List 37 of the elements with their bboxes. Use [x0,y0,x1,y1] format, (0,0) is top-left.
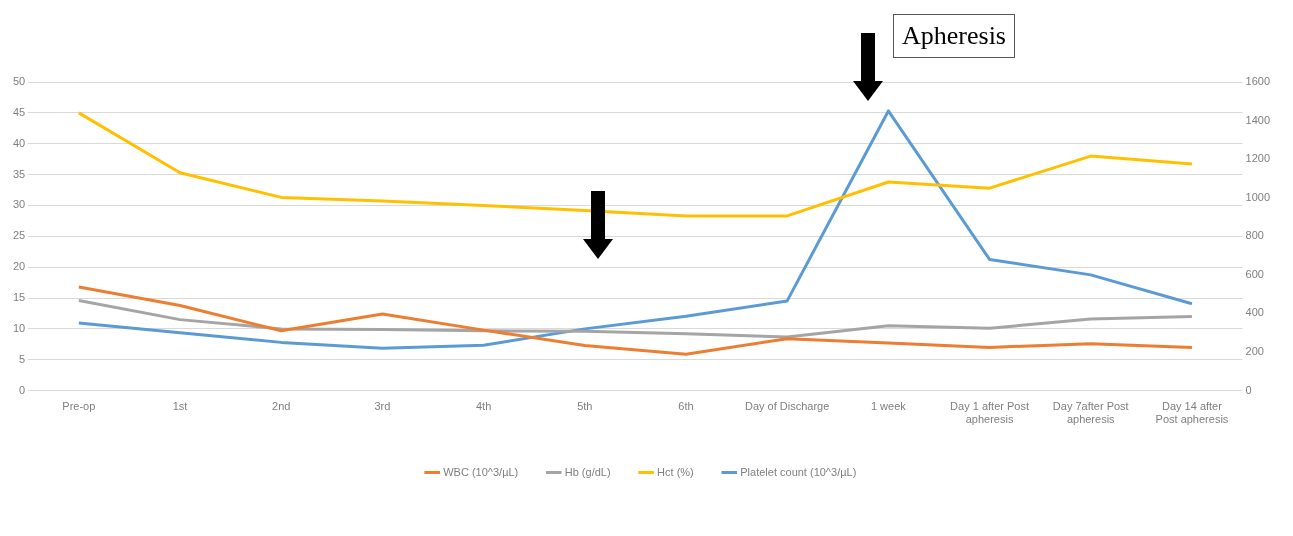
y2-tick-label: 200 [1245,345,1264,358]
y-tick-label: 0 [19,383,26,396]
y2-tick-label: 800 [1245,229,1264,242]
y-tick-label: 45 [12,105,26,118]
legend-label: Hb (g/dL) [564,465,611,478]
x-tick-label: Day 7after Post apheresis [1052,400,1129,426]
x-tick-label: Pre-op [62,400,96,413]
x-tick-label: Day of Discharge [744,400,830,413]
y2-tick-label: 0 [1245,383,1252,396]
x-tick-label: 1 week [870,400,907,413]
text: Apheresis [893,14,1015,58]
y-tick-label: 5 [19,352,26,365]
y-tick-label: 25 [12,229,26,242]
y-tick-label: 40 [12,136,26,149]
x-tick-label: 4th [475,400,492,413]
legend-label: Hct (%) [657,465,694,478]
y2-tick-label: 1200 [1245,152,1271,165]
y2-tick-label: 1400 [1245,113,1271,126]
y-tick-label: 20 [12,260,26,273]
x-tick-label: 2nd [272,400,291,413]
y-tick-label: 10 [12,321,26,334]
y2-tick-label: 1000 [1245,190,1271,203]
x-tick-label: Day 1 after Post apheresis [950,400,1029,426]
x-tick-label: 6th [678,400,694,413]
legend-label: Platelet count (10^3/µL) [740,465,857,478]
y2-tick-label: 400 [1245,306,1264,319]
y-tick-label: 30 [12,198,26,211]
y2-tick-label: 600 [1245,267,1264,280]
x-tick-label: Day 14 after Post apheresis [1155,400,1229,426]
y-tick-label: 50 [12,75,26,88]
y2-tick-label: 1600 [1245,75,1271,88]
x-tick-label: 1st [172,400,188,413]
y-tick-label: 35 [12,167,26,180]
legend-label: WBC (10^3/µL) [443,465,519,478]
x-tick-label: 5th [577,400,593,413]
x-tick-label: 3rd [374,400,391,413]
y-tick-label: 15 [12,291,26,304]
